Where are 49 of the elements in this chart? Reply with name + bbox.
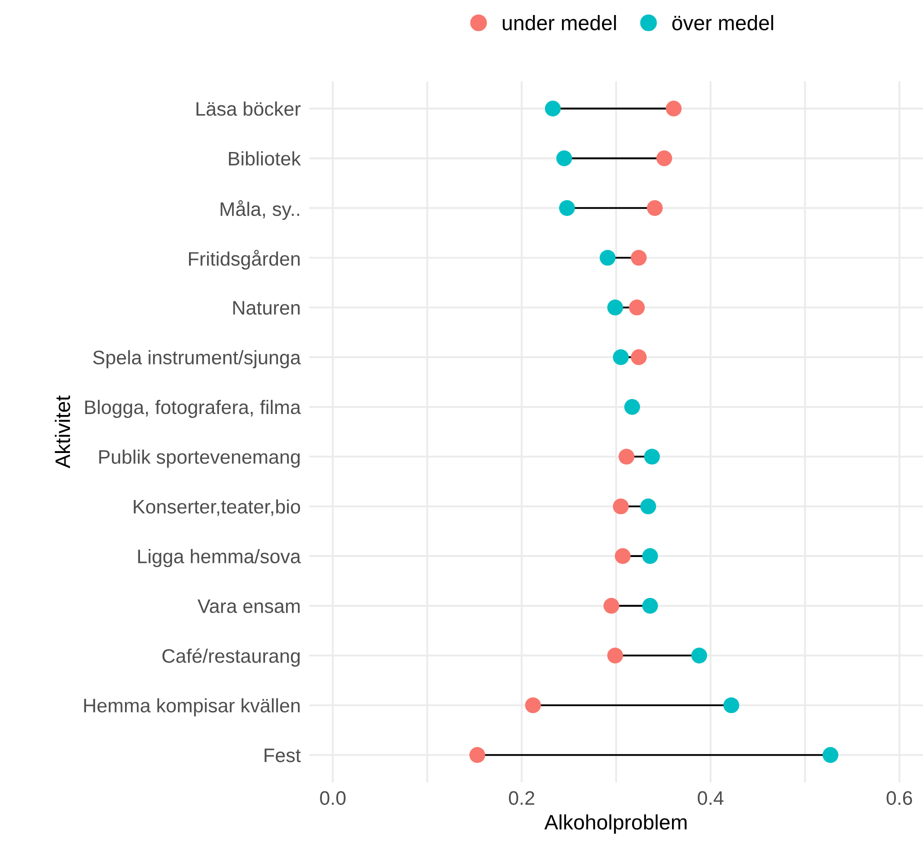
point: [600, 250, 616, 266]
y-tick-label: Publik sportevenemang: [99, 450, 300, 468]
point: [556, 150, 572, 166]
point: [614, 548, 631, 564]
point: [646, 200, 663, 216]
point: [525, 697, 541, 714]
point: [630, 349, 647, 366]
y-axis-title: Aktivitet: [54, 395, 70, 468]
point: [822, 747, 838, 763]
y-tick-label: Läsa böcker: [196, 102, 301, 116]
x-tick-label: 0.2: [508, 791, 534, 805]
y-tick-label: Konserter,teater,bio: [134, 499, 300, 516]
legend-label: under medel: [502, 15, 616, 30]
point: [607, 648, 624, 664]
x-axis-title: Alkoholproblem: [544, 814, 687, 834]
point: [469, 747, 486, 763]
y-tick-label: Måla, sy..: [220, 200, 300, 220]
y-tick-label: Blogga, fotografera, filma: [85, 400, 301, 418]
point: [640, 498, 656, 514]
y-tick-label: Vara ensam: [198, 599, 300, 614]
point: [618, 448, 634, 465]
point: [644, 448, 660, 465]
point: [630, 250, 647, 266]
point: [642, 548, 658, 564]
y-tick-label: Bibliotek: [228, 151, 301, 166]
point: [723, 697, 740, 714]
point: [603, 598, 620, 614]
x-tick-label: 0.0: [320, 791, 346, 805]
point: [628, 300, 645, 316]
y-tick-label: Naturen: [233, 301, 300, 315]
y-tick-label: Fest: [264, 748, 301, 762]
point: [559, 200, 575, 216]
point: [607, 300, 624, 316]
y-tick-label: Ligga hemma/sova: [138, 549, 301, 568]
y-tick-label: Café/restaurang: [162, 648, 300, 667]
point: [666, 100, 682, 116]
y-tick-label: Spela instrument/sjunga: [93, 350, 301, 368]
point: [544, 100, 561, 116]
point: [612, 498, 629, 514]
y-tick-label: Hemma kompisar kvällen: [84, 698, 300, 716]
point: [691, 648, 708, 664]
x-tick-label: 0.4: [698, 791, 724, 805]
point: [642, 598, 658, 614]
y-tick-label: Fritidsgården: [189, 250, 300, 270]
x-tick-label: 0.6: [886, 791, 912, 805]
point: [612, 349, 629, 366]
legend-label: över medel: [672, 15, 774, 30]
point: [624, 398, 640, 415]
point: [656, 150, 672, 166]
